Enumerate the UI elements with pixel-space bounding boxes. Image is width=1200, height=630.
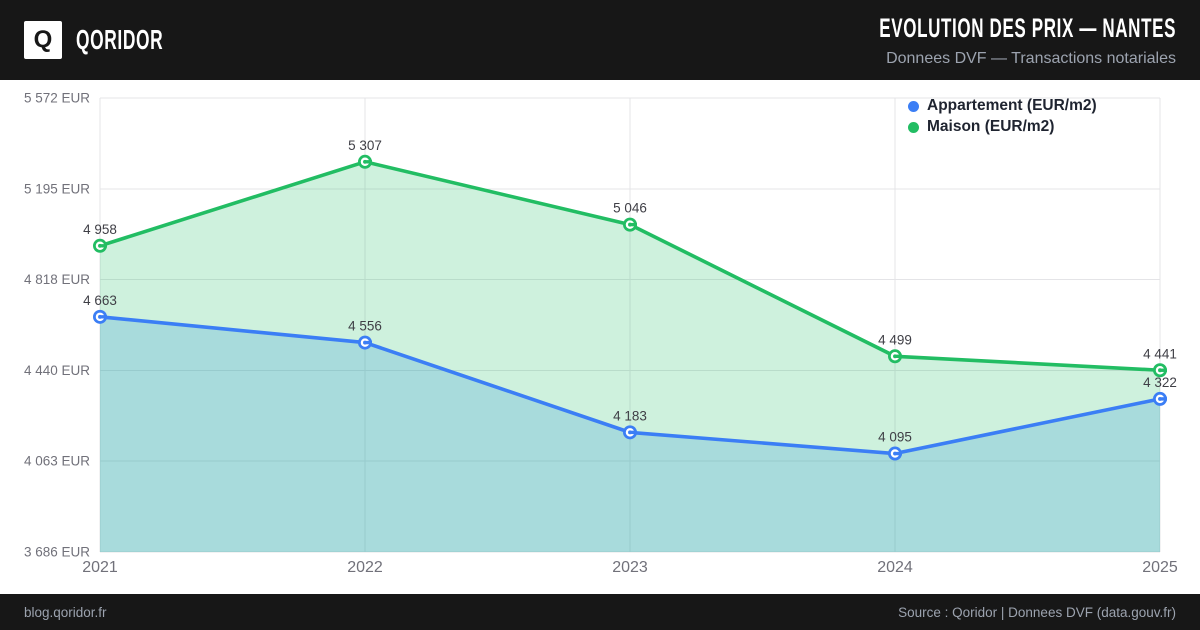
point-marker-maison-2023 [623,217,637,232]
y-axis-tick-label: 5 572 EUR [24,91,90,106]
footer-site: blog.qoridor.fr [24,604,107,620]
point-marker-appartement-2025 [1153,391,1167,406]
price-evolution-chart[interactable]: 5 572 EUR 5 195 EUR 4 818 EUR 4 440 EUR 4 06… [0,80,1200,594]
page-title: EVOLUTION DES PRIX — NANTES [879,12,1176,43]
point-marker-maison-2022 [358,154,372,169]
y-axis-tick-label: 3 686 EUR [24,545,90,560]
point-label-appartement-2022: 4 556 [348,319,382,334]
x-axis-tick-label: 2025 [1142,559,1178,576]
point-marker-appartement-2022 [358,335,372,350]
y-axis-tick-label: 4 818 EUR [24,272,90,287]
point-label-maison-2023: 5 046 [613,201,647,216]
chart-area: 5 572 EUR 5 195 EUR 4 818 EUR 4 440 EUR 4 06… [0,80,1200,594]
x-axis-tick-label: 2024 [877,559,913,576]
point-label-maison-2025: 4 441 [1143,346,1177,361]
point-marker-maison-2024 [888,349,902,364]
x-axis-tick-label: 2022 [347,559,383,576]
point-label-maison-2024: 4 499 [878,332,912,347]
legend-dot-green-icon [908,121,919,133]
qoridor-logo: Q [24,21,62,59]
page-subtitle: Donnees DVF — Transactions notariales [886,49,1176,67]
point-label-appartement-2025: 4 322 [1143,375,1177,390]
logo-letter: Q [33,26,53,53]
y-axis-tick-label: 4 440 EUR [24,363,90,378]
y-axis-tick-label: 5 195 EUR [24,181,90,196]
chart-legend: Appartement (EUR/m2) Maison (EUR/m2) [908,96,1097,137]
footer: blog.qoridor.fr Source : Qoridor | Donne… [0,594,1200,630]
point-label-appartement-2024: 4 095 [878,430,912,445]
point-marker-appartement-2021 [93,309,107,324]
legend-dot-blue-icon [908,100,919,112]
x-axis-tick-label: 2023 [612,559,648,576]
footer-source: Source : Qoridor | Donnees DVF (data.gou… [898,604,1176,620]
point-label-appartement-2021: 4 663 [83,293,117,308]
y-axis-tick-label: 4 063 EUR [24,454,90,469]
legend-item-appartement[interactable]: Appartement (EUR/m2) [908,96,1097,116]
legend-item-maison[interactable]: Maison (EUR/m2) [908,117,1097,137]
point-marker-appartement-2023 [623,425,637,440]
legend-label-appartement: Appartement (EUR/m2) [927,97,1097,114]
brand-block: Q QORIDOR [24,21,217,59]
point-marker-maison-2021 [93,238,107,253]
point-label-maison-2022: 5 307 [348,138,382,153]
point-marker-appartement-2024 [888,446,902,461]
header: Q QORIDOR EVOLUTION DES PRIX — NANTES Do… [0,0,1200,80]
x-axis-tick-label: 2021 [82,559,118,576]
legend-label-maison: Maison (EUR/m2) [927,118,1055,135]
brand-name: QORIDOR [76,24,164,55]
header-title-block: EVOLUTION DES PRIX — NANTES Donnees DVF … [705,13,1176,68]
point-marker-maison-2025 [1153,363,1167,378]
point-label-appartement-2023: 4 183 [613,408,647,423]
point-label-maison-2021: 4 958 [83,222,117,237]
